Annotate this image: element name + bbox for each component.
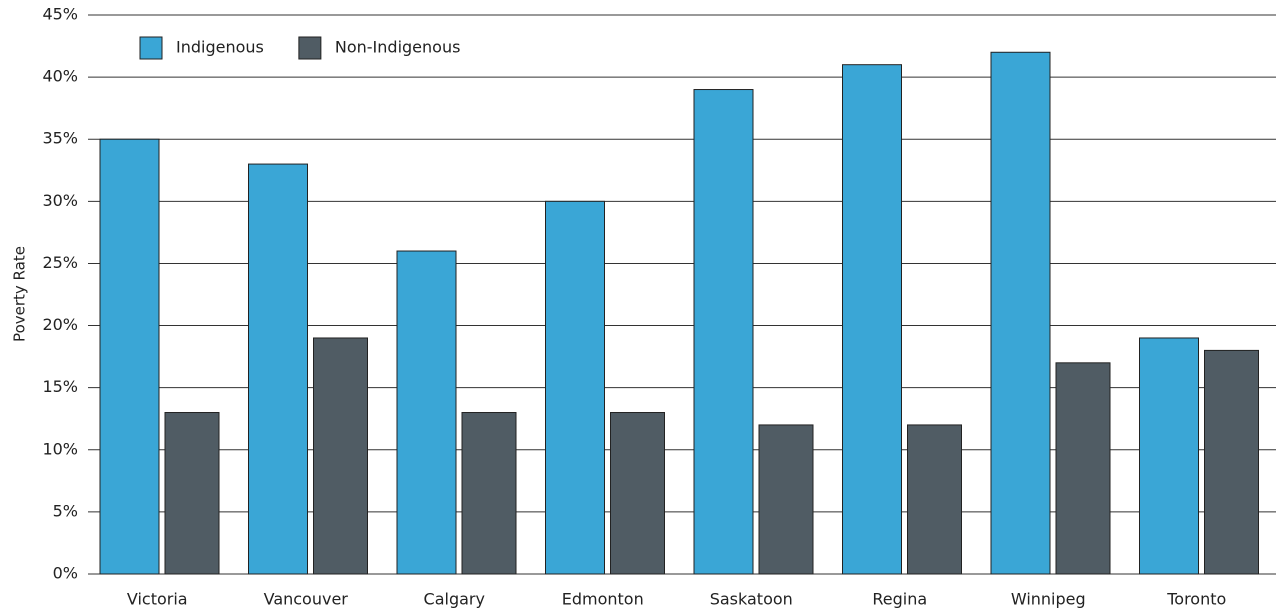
bar — [610, 412, 665, 575]
bar — [545, 200, 605, 575]
x-tick-label: Toronto — [1166, 590, 1226, 609]
y-tick-label: 25% — [42, 253, 78, 272]
x-tick-label: Edmonton — [562, 590, 644, 609]
bar — [248, 163, 308, 575]
y-tick-label: 30% — [42, 191, 78, 210]
y-tick-label: 40% — [42, 67, 78, 86]
bar — [693, 89, 754, 575]
legend-swatch — [298, 36, 322, 60]
bar — [164, 412, 220, 575]
y-tick-label: 35% — [42, 129, 78, 148]
x-tick-label: Regina — [872, 590, 927, 609]
y-tick-label: 20% — [42, 315, 78, 334]
bar — [758, 424, 814, 575]
legend-label: Non-Indigenous — [335, 38, 461, 57]
x-tick-label: Calgary — [424, 590, 485, 609]
y-tick-label: 45% — [42, 5, 78, 24]
x-tick-label: Winnipeg — [1011, 590, 1086, 609]
legend-swatch — [139, 36, 163, 60]
x-tick-label: Victoria — [127, 590, 188, 609]
y-tick-label: 0% — [53, 564, 78, 583]
x-tick-label: Saskatoon — [710, 590, 793, 609]
bar — [99, 138, 160, 575]
bar — [907, 424, 962, 575]
legend-label: Indigenous — [176, 38, 264, 57]
bar — [990, 51, 1051, 575]
y-axis-label: Poverty Rate — [11, 246, 29, 342]
y-tick-label: 10% — [42, 439, 78, 458]
bar — [313, 337, 368, 575]
bar — [1204, 349, 1259, 575]
bar — [1139, 337, 1199, 575]
bar — [842, 64, 902, 575]
y-tick-label: 15% — [42, 377, 78, 396]
bar — [461, 412, 517, 575]
x-tick-label: Vancouver — [264, 590, 349, 609]
y-tick-label: 5% — [53, 501, 78, 520]
bar — [1055, 362, 1111, 575]
bar — [396, 250, 457, 575]
